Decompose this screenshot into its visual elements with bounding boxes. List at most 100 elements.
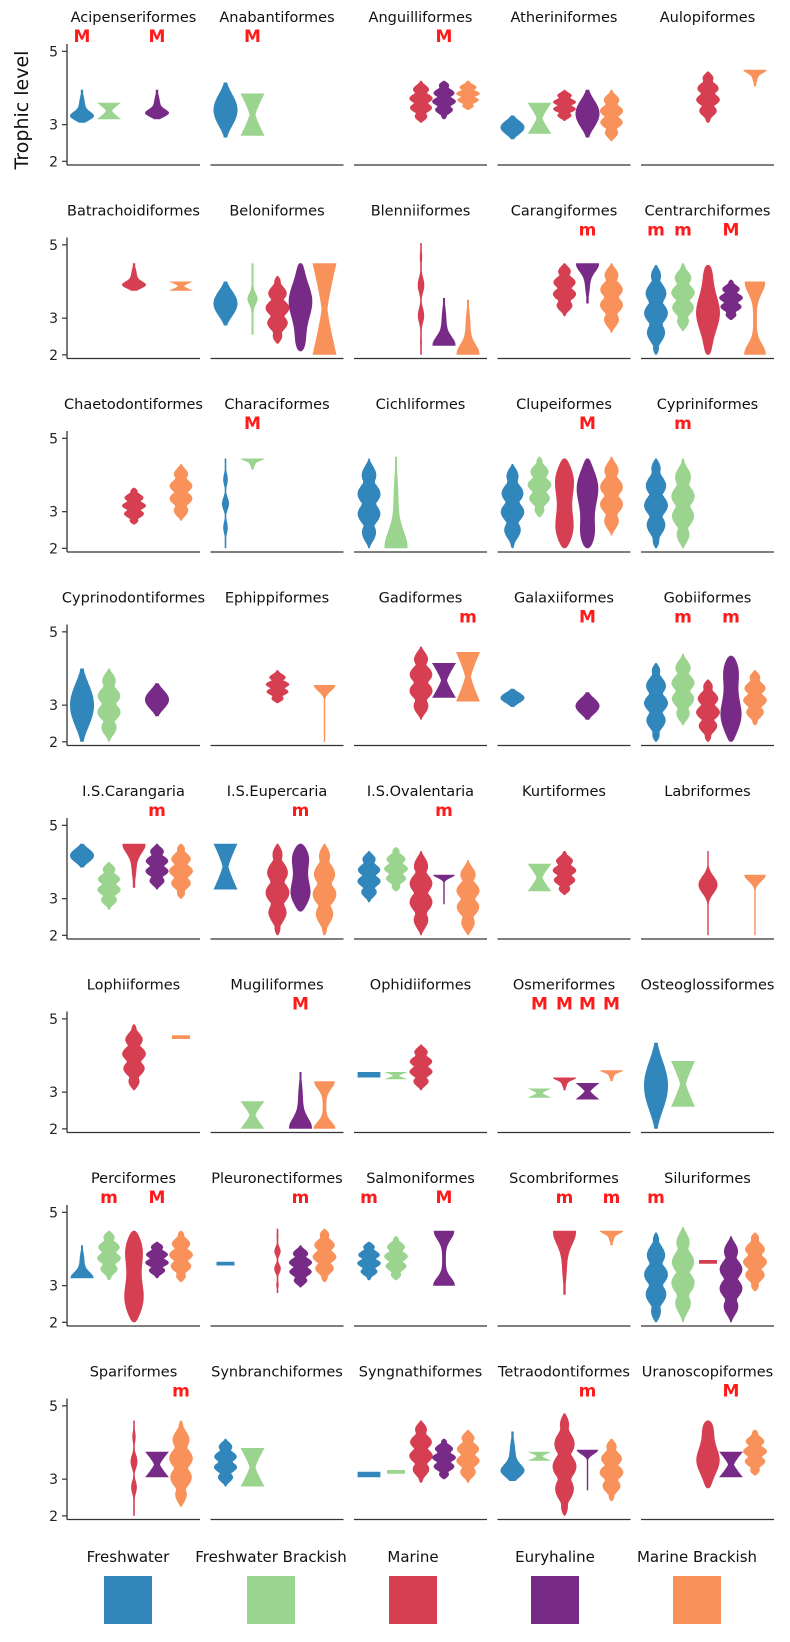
- significance-marker: m: [579, 221, 597, 241]
- violin: [743, 69, 767, 87]
- violin: [433, 1230, 455, 1286]
- y-axis-label: Trophic level: [11, 51, 33, 171]
- violin: [169, 843, 193, 899]
- violin: [599, 1438, 624, 1502]
- y-tick-label: 2: [49, 154, 58, 170]
- violin: [600, 456, 623, 536]
- significance-marker: M: [436, 1188, 453, 1208]
- violin: [432, 298, 456, 346]
- panel-title: Pleuronectiformes: [211, 1171, 342, 1187]
- panel: Chaetodontiformes 2 3 5: [49, 397, 203, 557]
- significance-marker: m: [459, 608, 477, 628]
- y-tick-label: 2: [49, 348, 58, 364]
- panel-title: Uranoscopiformes: [642, 1365, 773, 1381]
- significance-marker: M: [436, 27, 453, 47]
- violin: [409, 80, 433, 123]
- panel: Ophidiiformes: [354, 978, 487, 1134]
- panel-title: Lophiiformes: [87, 978, 180, 994]
- significance-marker: M: [723, 1382, 740, 1402]
- legend-item: Euryhaline: [475, 1548, 635, 1628]
- violin: [288, 1245, 313, 1288]
- panel-title: Ophidiiformes: [370, 978, 471, 994]
- significance-marker: M: [244, 414, 261, 434]
- violin: [500, 1431, 525, 1481]
- violin: [671, 1227, 695, 1323]
- violin: [172, 1035, 190, 1039]
- legend-label: Freshwater: [86, 1548, 170, 1566]
- significance-marker: m: [148, 801, 166, 821]
- significance-marker: m: [435, 801, 453, 821]
- violin: [384, 1236, 408, 1281]
- violin: [699, 1260, 717, 1264]
- panel-title: Cyprinodontiformes: [62, 591, 205, 607]
- significance-marker: M: [292, 995, 309, 1015]
- legend-label: Marine Brackish: [636, 1548, 758, 1566]
- y-tick-label: 5: [49, 431, 58, 447]
- y-tick-label: 3: [49, 118, 58, 134]
- violin: [221, 458, 230, 549]
- y-tick-label: 3: [49, 698, 58, 714]
- panel-title: I.S.Ovalentaria: [367, 784, 474, 800]
- significance-marker: M: [74, 27, 91, 47]
- y-tick-label: 5: [49, 1399, 58, 1415]
- violin: [313, 1081, 336, 1129]
- panel-title: Mugiliformes: [230, 978, 323, 994]
- violin: [357, 458, 381, 549]
- legend-swatch: [389, 1576, 437, 1624]
- panel-title: Perciformes: [91, 1171, 176, 1187]
- violin: [417, 243, 425, 355]
- violin: [122, 487, 146, 525]
- panel: Blenniiformes: [354, 204, 487, 360]
- violin: [553, 89, 576, 121]
- panel: Perciformes 2 3 5 m M: [49, 1171, 200, 1331]
- violin: [169, 464, 193, 521]
- violin: [743, 1232, 767, 1292]
- violin: [70, 843, 94, 868]
- significance-marker: M: [244, 27, 261, 47]
- panel-title: Tetraodontiformes: [497, 1365, 630, 1381]
- y-tick-label: 2: [49, 928, 58, 944]
- violin: [500, 464, 525, 549]
- legend-item: Freshwater Brackish: [191, 1548, 351, 1628]
- panel-title: Acipenseriformes: [71, 10, 197, 26]
- violin: [644, 663, 668, 742]
- y-tick-label: 5: [49, 818, 58, 834]
- panel: Labriformes: [641, 784, 774, 940]
- violin: [696, 679, 720, 742]
- panel: Synbranchiformes: [210, 1365, 344, 1521]
- violin: [145, 1241, 169, 1279]
- violin: [357, 1241, 381, 1281]
- panel: Atheriniformes: [497, 10, 631, 166]
- significance-marker: m: [292, 801, 310, 821]
- violin: [169, 281, 193, 291]
- legend-label: Freshwater Brackish: [195, 1548, 347, 1566]
- violin: [720, 655, 742, 742]
- violin: [240, 1101, 265, 1129]
- violin: [409, 1420, 433, 1483]
- violin: [240, 93, 265, 136]
- y-tick-label: 5: [49, 1012, 58, 1028]
- y-tick-label: 2: [49, 1509, 58, 1525]
- violin: [644, 1232, 668, 1323]
- violin: [97, 862, 121, 910]
- violin: [696, 1420, 720, 1489]
- panel-title: Gobiiformes: [664, 591, 752, 607]
- violin: [169, 1230, 193, 1282]
- panel: Lophiiformes 2 3 5: [49, 978, 200, 1138]
- violin: [671, 263, 695, 331]
- violin: [247, 263, 258, 335]
- panel-title: Kurtiformes: [522, 784, 606, 800]
- y-tick-label: 5: [49, 44, 58, 60]
- violin: [456, 80, 480, 110]
- violin: [122, 263, 146, 291]
- panel: Spariformes 2 3 5 m: [49, 1365, 200, 1525]
- violin: [744, 874, 766, 936]
